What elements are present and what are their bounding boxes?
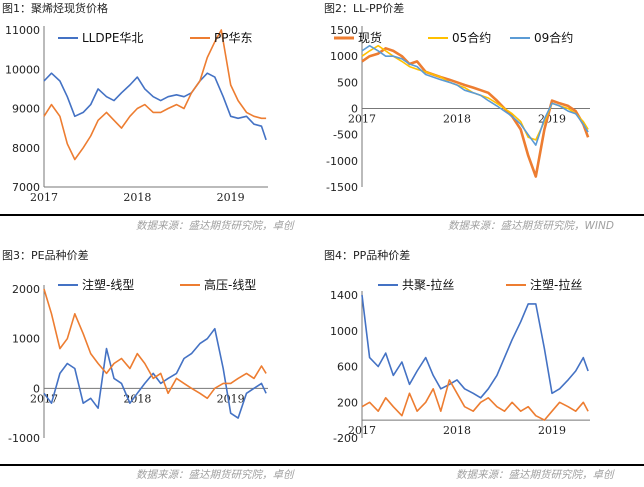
y-tick-label: 600 xyxy=(337,361,358,374)
divider-bottom xyxy=(0,464,644,466)
series-line xyxy=(43,29,267,161)
y-tick-label: 9000 xyxy=(12,103,40,116)
y-tick-label: 1000 xyxy=(330,325,358,338)
y-tick-label: 1000 xyxy=(330,50,358,63)
series-line xyxy=(361,46,590,178)
chart-panel-3: 图3：PE品种价差 -1000 0 1000 2000 2017 2018 2019 注塑-线… xyxy=(0,247,322,469)
chart-title: 图1：聚烯烃现货价格 xyxy=(2,2,108,15)
y-tick-label: 2000 xyxy=(12,283,40,296)
y-tick-label: -1000 xyxy=(8,432,40,445)
source-note: 数据来源：盛达期货研究院，WIND xyxy=(448,220,614,232)
y-tick-label: 10000 xyxy=(5,63,40,76)
legend-label: 现货 xyxy=(358,30,382,45)
x-tick-label: 2018 xyxy=(123,191,151,204)
source-note: 数据来源：盛达期货研究院，卓创 xyxy=(136,220,294,232)
series-line xyxy=(43,327,267,419)
legend-label: LLDPE华北 xyxy=(82,31,143,45)
legend-label: PP华东 xyxy=(214,31,252,45)
y-tick-label: -1500 xyxy=(326,181,358,194)
chart-svg: 7000 8000 9000 10000 11000 2017 2018 2019 LLDPE华… xyxy=(5,24,268,204)
x-tick-label: 2017 xyxy=(30,191,58,204)
chart-panel-2: 图2：LL-PP价差 -1500 -1000 -500 0 500 1000 1500 201… xyxy=(322,0,644,218)
series-line xyxy=(361,379,589,421)
y-tick-label: -500 xyxy=(333,129,358,142)
legend-label: 注塑-线型 xyxy=(82,277,134,292)
series-line xyxy=(43,288,267,400)
x-tick-label: 2017 xyxy=(348,113,376,126)
y-tick-label: 1400 xyxy=(330,289,358,302)
y-tick-label: 0 xyxy=(33,382,40,395)
source-note: 数据来源：盛达期货研究院，卓创 xyxy=(456,469,614,481)
x-tick-label: 2019 xyxy=(217,392,245,405)
x-tick-label: 2019 xyxy=(538,424,566,437)
y-tick-label: -200 xyxy=(333,432,358,445)
divider-top xyxy=(0,214,644,216)
y-tick-label: 11000 xyxy=(5,24,40,37)
chart-title: 图2：LL-PP价差 xyxy=(324,2,405,15)
legend-label: 共聚-拉丝 xyxy=(402,277,454,292)
y-tick-label: -1000 xyxy=(326,155,358,168)
chart-panel-4: 图4：PP品种价差 -200 200 600 1000 1400 2017 2018 2019… xyxy=(322,247,644,469)
y-tick-label: 0 xyxy=(351,103,358,116)
x-tick-label: 2017 xyxy=(348,424,376,437)
series-line xyxy=(361,44,589,146)
chart-title: 图3：PE品种价差 xyxy=(2,249,89,262)
chart-panel-1: 图1：聚烯烃现货价格 7000 8000 9000 10000 11000 2017 201… xyxy=(0,0,322,218)
y-tick-label: 1500 xyxy=(330,24,358,37)
chart-svg: -200 200 600 1000 1400 2017 2018 2019 共聚-拉丝 注塑-拉丝 xyxy=(330,277,590,445)
y-tick-label: 500 xyxy=(337,76,358,89)
x-tick-label: 2018 xyxy=(443,113,471,126)
y-tick-label: 1000 xyxy=(12,333,40,346)
legend-label: 09合约 xyxy=(534,30,573,45)
legend-label: 注塑-拉丝 xyxy=(530,277,582,292)
legend-label: 05合约 xyxy=(452,30,491,45)
y-tick-label: 200 xyxy=(337,396,358,409)
legend-label: 高压-线型 xyxy=(204,277,256,292)
series-line xyxy=(361,294,589,399)
series-line xyxy=(43,72,267,141)
x-tick-label: 2018 xyxy=(443,424,471,437)
source-note: 数据来源：盛达期货研究院，卓创 xyxy=(136,469,294,481)
y-tick-label: 8000 xyxy=(12,142,40,155)
x-tick-label: 2019 xyxy=(217,191,245,204)
chart-title: 图4：PP品种价差 xyxy=(324,249,411,262)
y-tick-label: 7000 xyxy=(12,181,40,194)
